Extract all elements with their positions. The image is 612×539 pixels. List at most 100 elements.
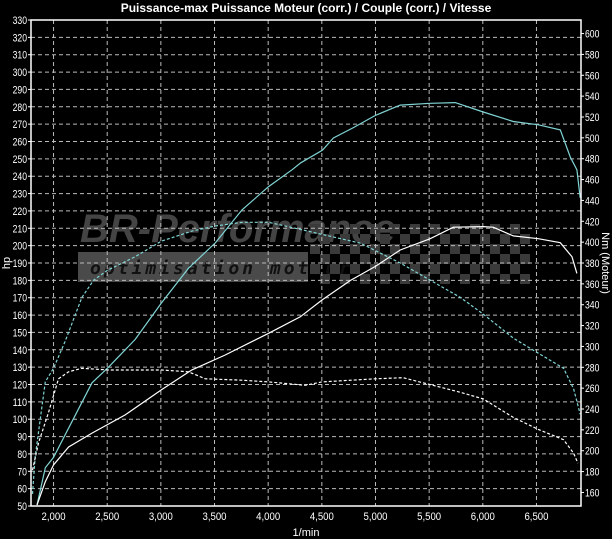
y-tick-label: 310 (13, 50, 27, 62)
checker-square (520, 234, 530, 244)
y-tick-label: 130 (13, 362, 27, 374)
checker-square (370, 244, 380, 254)
checker-square (490, 224, 500, 234)
checker-square (410, 264, 420, 274)
y-axis-label: hp (1, 257, 13, 269)
checker-square (360, 254, 370, 264)
checker-square (500, 274, 510, 284)
y-tick-label: 170 (13, 293, 27, 305)
checker-square (440, 254, 450, 264)
y-tick-label: 180 (13, 275, 27, 287)
y-tick-label: 90 (17, 432, 27, 444)
y-tick-label: 70 (17, 466, 27, 478)
checker-square (370, 224, 380, 234)
checker-square (360, 274, 370, 284)
checker-square (340, 234, 350, 244)
y-tick-label: 300 (13, 67, 27, 79)
checker-square (460, 254, 470, 264)
y-tick-label: 150 (13, 327, 27, 339)
y-tick-label: 260 (13, 137, 27, 149)
checker-square (390, 224, 400, 234)
checker-square (420, 234, 430, 244)
y-tick-label: 240 (13, 171, 27, 183)
y-tick-label: 80 (17, 449, 27, 461)
y-tick-label: 60 (17, 484, 27, 496)
y-right-tick-label: 160 (585, 487, 599, 499)
x-tick-label: 3,000 (149, 511, 173, 523)
y-tick-label: 220 (13, 206, 27, 218)
y-right-tick-label: 380 (585, 258, 599, 270)
y-tick-label: 330 (13, 15, 27, 27)
checker-square (320, 254, 330, 264)
checker-square (410, 244, 420, 254)
checker-square (520, 254, 530, 264)
y-right-tick-label: 400 (585, 237, 599, 249)
checker-square (330, 264, 340, 274)
x-tick-label: 4,500 (310, 511, 334, 523)
checker-square (430, 264, 440, 274)
checker-square (440, 274, 450, 284)
x-tick-label: 2,000 (42, 511, 66, 523)
y-tick-label: 230 (13, 189, 27, 201)
y-tick-label: 290 (13, 84, 27, 96)
checker-square (450, 224, 460, 234)
y-tick-label: 210 (13, 223, 27, 235)
y-tick-label: 190 (13, 258, 27, 270)
y-axis-right-label: Nm (Moteur) (599, 232, 611, 294)
checker-square (510, 224, 520, 234)
x-tick-label: 5,500 (417, 511, 441, 523)
y-right-tick-label: 560 (585, 70, 599, 82)
checker-square (410, 224, 420, 234)
y-right-tick-label: 320 (585, 321, 599, 333)
checker-square (390, 244, 400, 254)
logo-bar (78, 252, 308, 282)
y-tick-label: 120 (13, 380, 27, 392)
checker-square (460, 234, 470, 244)
y-tick-label: 320 (13, 32, 27, 44)
checker-square (310, 244, 320, 254)
checker-square (330, 224, 340, 234)
checker-square (320, 234, 330, 244)
y-right-tick-label: 180 (585, 467, 599, 479)
x-axis-label: 1/min (293, 527, 320, 539)
checker-square (380, 234, 390, 244)
y-right-tick-label: 540 (585, 91, 599, 103)
checker-square (350, 224, 360, 234)
checker-square (310, 224, 320, 234)
checker-square (490, 244, 500, 254)
y-right-tick-label: 200 (585, 446, 599, 458)
checker-square (380, 274, 390, 284)
checker-square (340, 274, 350, 284)
checker-square (450, 264, 460, 274)
checker-square (470, 244, 480, 254)
logo-brand-text: BR-Performance (80, 207, 396, 251)
series-line-1-solid (36, 225, 578, 506)
checker-square (360, 234, 370, 244)
y-right-tick-label: 220 (585, 425, 599, 437)
checker-square (490, 264, 500, 274)
y-right-tick-label: 340 (585, 300, 599, 312)
checker-square (350, 244, 360, 254)
y-right-tick-label: 260 (585, 383, 599, 395)
y-right-tick-label: 460 (585, 175, 599, 187)
y-tick-label: 280 (13, 102, 27, 114)
checker-square (500, 234, 510, 244)
checker-square (480, 274, 490, 284)
x-tick-label: 2,500 (95, 511, 119, 523)
checker-square (340, 254, 350, 264)
x-tick-label: 4,000 (256, 511, 280, 523)
series-line-0-solid (36, 101, 581, 506)
checker-square (420, 274, 430, 284)
checker-square (510, 264, 520, 274)
checker-square (500, 254, 510, 264)
checker-square (310, 264, 320, 274)
y-right-tick-label: 440 (585, 195, 599, 207)
grid (31, 20, 581, 506)
checker-square (390, 264, 400, 274)
y-right-tick-label: 240 (585, 404, 599, 416)
y-tick-label: 270 (13, 119, 27, 131)
series-line-3-dashed (31, 367, 579, 471)
checker-square (440, 234, 450, 244)
y-tick-label: 100 (13, 414, 27, 426)
